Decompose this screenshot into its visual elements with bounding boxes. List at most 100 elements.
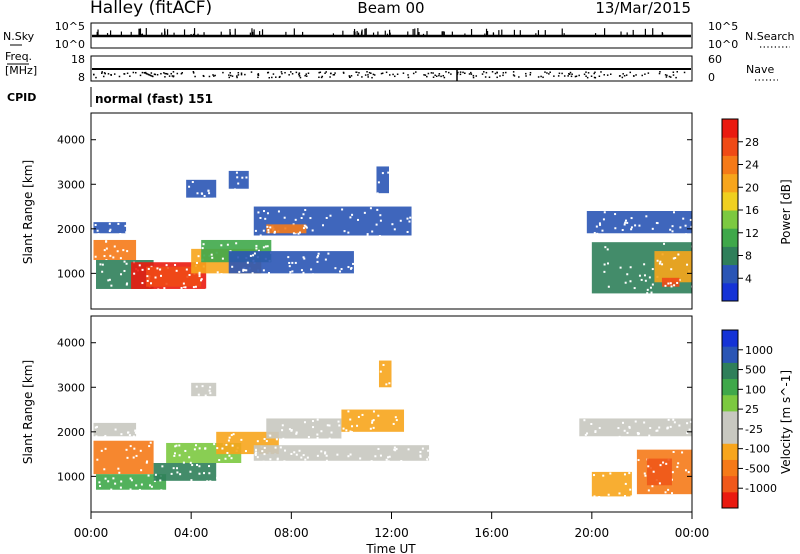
nave-dot: [240, 72, 243, 74]
heatmap-gap: [140, 483, 143, 486]
nave-dot: [525, 75, 527, 77]
nave-dot: [237, 71, 240, 74]
heatmap-gap: [370, 460, 373, 463]
heatmap-gap: [621, 229, 624, 232]
nave-dot: [396, 73, 399, 75]
heatmap-gap: [670, 492, 673, 495]
nave-dot: [574, 75, 577, 78]
heatmap-gap: [352, 262, 355, 265]
nave-dot: [333, 74, 336, 76]
heatmap-gap: [140, 469, 143, 472]
heatmap-gap: [98, 481, 101, 484]
heatmap-gap: [119, 232, 122, 235]
nave-dot: [665, 76, 668, 78]
nave-dot: [496, 71, 498, 74]
nave-dot: [367, 76, 369, 78]
heatmap-gap: [198, 271, 201, 274]
heatmap-gap: [254, 452, 257, 455]
power-y-axis: 1000 2000 3000 4000: [57, 134, 692, 280]
heatmap-gap: [157, 288, 160, 291]
heatmap-gap: [184, 449, 187, 452]
nave-dot: [603, 74, 605, 76]
heatmap-gap: [154, 473, 157, 476]
heatmap-gap: [345, 429, 348, 432]
heatmap-gap: [607, 285, 610, 288]
heatmap-gap: [120, 273, 123, 276]
nave-dot: [568, 73, 570, 75]
heatmap-gap: [135, 484, 138, 487]
heatmap-gap: [101, 263, 104, 266]
heatmap-gap: [619, 266, 622, 269]
heatmap-gap: [141, 282, 144, 285]
nave-dot: [194, 75, 196, 78]
heatmap-gap: [148, 445, 151, 448]
heatmap-gap: [263, 453, 266, 456]
heatmap-gap: [128, 434, 131, 437]
heatmap-gap: [206, 396, 209, 399]
heatmap-gap: [419, 450, 422, 453]
nave-dot: [324, 72, 326, 74]
heatmap-gap: [689, 218, 692, 221]
nave-dot: [320, 76, 323, 79]
heatmap-gap: [302, 213, 305, 216]
heatmap-gap: [281, 429, 284, 432]
heatmap-gap: [288, 261, 291, 264]
nave-dot: [171, 75, 174, 77]
heatmap-gap: [127, 431, 130, 434]
heatmap-gap: [108, 230, 111, 233]
heatmap-gap: [109, 254, 112, 257]
heatmap-gap: [634, 224, 637, 227]
nave-dot: [372, 73, 375, 76]
nave-dot: [272, 73, 275, 75]
heatmap-gap: [300, 217, 303, 220]
x-tick-label: 12:00: [374, 526, 409, 540]
heatmap-gap: [195, 261, 198, 264]
nave-dot: [329, 76, 331, 78]
heatmap-gap: [110, 488, 113, 491]
heatmap-gap: [254, 229, 257, 232]
heatmap-gap: [646, 292, 649, 295]
heatmap-gap: [325, 216, 328, 219]
heatmap-gap: [118, 471, 121, 474]
heatmap-gap: [688, 428, 691, 431]
heatmap-gap: [325, 459, 328, 462]
heatmap-gap: [197, 393, 200, 396]
heatmap-gap: [312, 426, 315, 429]
nave-dot: [641, 74, 643, 77]
heatmap-gap: [369, 207, 372, 210]
heatmap-gap: [388, 382, 391, 385]
y-tick-label: 1000: [57, 470, 85, 483]
nave-dot: [590, 75, 593, 77]
heatmap-gap: [614, 227, 617, 230]
nave-dot: [430, 72, 433, 74]
nave-dot: [295, 71, 298, 74]
colorbar-swatch: [722, 264, 738, 284]
heatmap-gap: [618, 435, 621, 438]
heatmap-gap: [361, 413, 364, 416]
heatmap-gap: [147, 474, 150, 477]
heatmap-gap: [221, 257, 224, 260]
heatmap-gap: [132, 456, 135, 459]
heatmap-gap: [379, 214, 382, 217]
nave-dot: [164, 72, 166, 75]
nave-dot: [288, 74, 290, 76]
heatmap-gap: [291, 261, 294, 264]
heatmap-gap: [630, 228, 633, 231]
heatmap-gap: [224, 457, 227, 460]
heatmap-gap: [311, 420, 314, 423]
velocity-y-axis: 1000 2000 3000 4000: [57, 337, 692, 483]
heatmap-gap: [230, 434, 233, 437]
heatmap-gap: [377, 414, 380, 417]
nave-dot: [481, 73, 484, 75]
heatmap-gap: [347, 231, 350, 234]
heatmap-gap: [603, 263, 606, 266]
nave-dot: [93, 73, 95, 76]
heatmap-gap: [347, 410, 350, 413]
heatmap-gap: [201, 247, 204, 250]
heatmap-gap: [193, 448, 196, 451]
nave-dot: [244, 73, 246, 76]
heatmap-gap: [393, 446, 396, 449]
heatmap-gap: [633, 287, 636, 290]
heatmap-gap: [421, 447, 424, 450]
